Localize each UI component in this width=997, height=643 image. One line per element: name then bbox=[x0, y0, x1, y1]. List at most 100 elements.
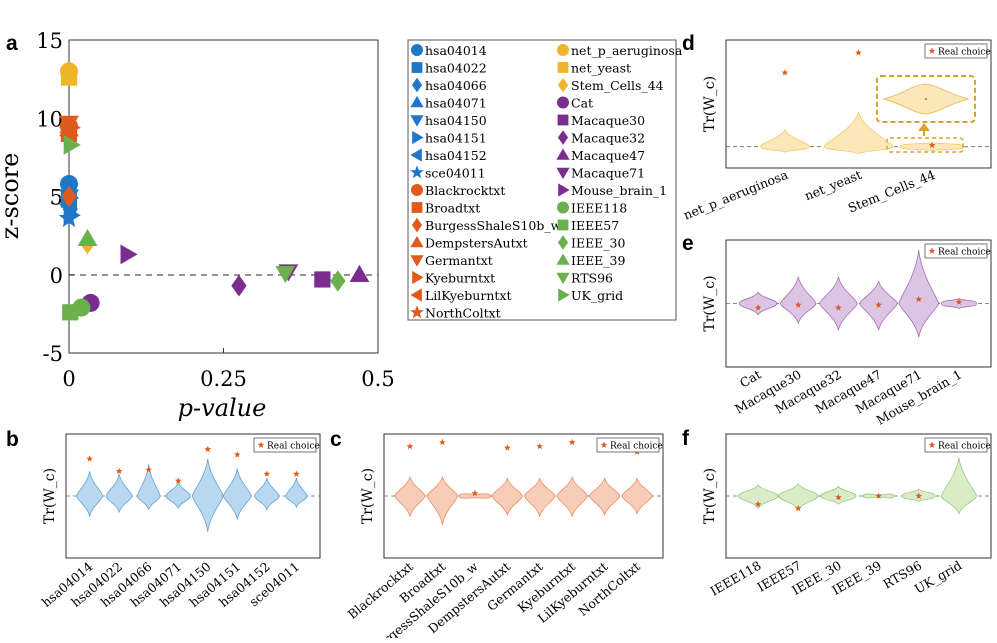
scatter-point bbox=[61, 185, 77, 208]
real-choice-hsa04066 bbox=[145, 466, 152, 473]
legend-marker bbox=[411, 62, 423, 73]
legend-marker bbox=[410, 165, 424, 179]
violin-Macaque30 bbox=[780, 276, 817, 325]
scatter-point bbox=[58, 207, 80, 228]
real-choice-Macaque71 bbox=[915, 295, 923, 303]
scatter-point bbox=[60, 69, 78, 86]
panel-a-letter: a bbox=[6, 32, 18, 55]
panel-a-ylabel: z-score bbox=[0, 153, 24, 240]
violin-Cat bbox=[738, 291, 778, 316]
real-choice-Kyeburntxt bbox=[568, 438, 576, 446]
legend-marker bbox=[411, 184, 423, 196]
legend-label: Real choice bbox=[610, 442, 663, 452]
violin-hsa04152 bbox=[254, 478, 280, 512]
legend-label: Macaque71 bbox=[571, 166, 645, 181]
scatter-point bbox=[120, 244, 138, 265]
legend-marker bbox=[557, 44, 569, 56]
legend-marker bbox=[556, 253, 570, 265]
violin-hsa04066 bbox=[136, 464, 161, 510]
legend-star-icon bbox=[600, 441, 608, 448]
legend-label: Macaque32 bbox=[571, 131, 645, 146]
legend-label: Kyeburntxt bbox=[425, 271, 495, 286]
legend-label: IEEE_39 bbox=[571, 253, 626, 268]
legend-marker bbox=[557, 77, 569, 93]
legend-label: Cat bbox=[571, 96, 593, 111]
a-ytick-label: 10 bbox=[36, 107, 63, 131]
legend-marker bbox=[411, 44, 423, 56]
legend-label: BurgessShaleS10b_w bbox=[425, 218, 562, 233]
panel-a-points bbox=[58, 62, 370, 321]
legend-label: hsa04151 bbox=[425, 131, 487, 146]
scatter-point bbox=[62, 304, 79, 321]
panel-a-legend-items: hsa04014 hsa04022 hsa04066 hsa04071 hsa04150… bbox=[410, 43, 683, 321]
legend-label: hsa04071 bbox=[425, 96, 487, 111]
scatter-point bbox=[275, 265, 296, 284]
category-label: net_p_aeruginosa bbox=[681, 167, 790, 223]
real-choice-IEEE118 bbox=[754, 500, 762, 508]
violin-hsa04071 bbox=[165, 480, 191, 510]
legend-marker bbox=[557, 96, 569, 109]
legend-marker bbox=[411, 217, 423, 233]
violin-sce04011 bbox=[285, 478, 308, 509]
a-ytick-label: 5 bbox=[50, 186, 63, 210]
panel-a-legend bbox=[407, 39, 677, 321]
legend-label: UK_grid bbox=[571, 288, 623, 303]
real-choice-Macaque32 bbox=[835, 304, 842, 311]
legend-label: RTS96 bbox=[571, 271, 613, 286]
panel-c-axes bbox=[383, 433, 664, 559]
real-choice-IEEE_30 bbox=[835, 493, 842, 501]
panel-d-inset bbox=[876, 75, 976, 153]
violin-UK_grid bbox=[940, 457, 977, 516]
a-ytick-label: 15 bbox=[36, 29, 63, 53]
legend-marker bbox=[410, 305, 424, 319]
scatter-point bbox=[63, 134, 81, 155]
scatter-point bbox=[231, 274, 247, 297]
real-choice-net_yeast bbox=[855, 49, 862, 56]
legend-label: LilKyeburntxt bbox=[425, 288, 511, 303]
panel-c-letter: c bbox=[330, 428, 342, 451]
real-choice-Stem_Cells_44 bbox=[928, 141, 936, 149]
real-choice-net_p_aeruginosa bbox=[781, 69, 789, 76]
violin-DempstersAutxt bbox=[491, 477, 523, 516]
panel-c-ylabel: Tr(W_c) bbox=[360, 468, 376, 524]
category-label: IEEE118 bbox=[707, 558, 763, 599]
legend-label: IEEE57 bbox=[571, 218, 619, 233]
legend-label: hsa04152 bbox=[425, 148, 487, 163]
real-choice-hsa04071 bbox=[174, 477, 182, 484]
legend-marker bbox=[410, 95, 424, 108]
legend-label: net_p_aeruginosa bbox=[571, 43, 683, 58]
legend-star-icon bbox=[928, 247, 936, 254]
real-choice-Cat bbox=[754, 304, 762, 311]
legend-marker bbox=[557, 219, 569, 231]
panel-d-zoom-arrowhead bbox=[918, 123, 930, 131]
legend-label: Macaque30 bbox=[571, 113, 645, 128]
real-choice-BurgessShaleS10b_w bbox=[471, 489, 479, 497]
panel-a-axes bbox=[68, 39, 379, 354]
legend-marker bbox=[556, 167, 570, 180]
panel-c-legend bbox=[596, 437, 660, 453]
legend-marker bbox=[557, 130, 569, 145]
violin-Macaque32 bbox=[819, 276, 858, 331]
panel-c-chart: BlackrocktxtBroadtxtBurgessShaleS10b_wDe… bbox=[345, 433, 664, 643]
legend-marker bbox=[556, 272, 570, 285]
legend-marker bbox=[557, 114, 569, 126]
violin-Blackrocktxt bbox=[394, 476, 426, 517]
legend-label: Mouse_brain_1 bbox=[571, 183, 667, 198]
legend-label: hsa04022 bbox=[425, 61, 487, 76]
panel-f-legend bbox=[924, 437, 988, 453]
violin-Macaque71 bbox=[898, 249, 939, 338]
legend-label: hsa04066 bbox=[425, 78, 487, 93]
a-xtick-label: 0.5 bbox=[361, 367, 394, 391]
legend-label: Real choice bbox=[938, 248, 991, 258]
real-choice-hsa04150 bbox=[204, 445, 212, 452]
legend-label: Blackrocktxt bbox=[425, 183, 505, 198]
panel-b-letter: b bbox=[6, 428, 19, 451]
legend-label: hsa04014 bbox=[425, 43, 487, 58]
panel-d-zoom-source bbox=[886, 137, 964, 153]
legend-label: Macaque47 bbox=[571, 148, 645, 163]
legend-marker bbox=[558, 288, 570, 302]
real-choice-Macaque30 bbox=[794, 301, 802, 308]
legend-star-icon bbox=[928, 47, 936, 54]
legend-marker bbox=[410, 235, 424, 248]
legend-label: sce04011 bbox=[425, 166, 486, 181]
